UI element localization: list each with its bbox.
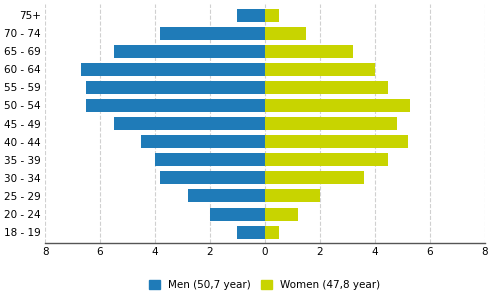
Bar bbox=[141, 135, 265, 148]
Bar bbox=[265, 226, 278, 239]
Bar bbox=[265, 99, 410, 112]
Bar bbox=[114, 45, 265, 58]
Bar bbox=[188, 189, 265, 203]
Bar bbox=[155, 153, 265, 166]
Bar bbox=[237, 226, 265, 239]
Bar bbox=[210, 207, 265, 221]
Bar bbox=[265, 207, 298, 221]
Bar bbox=[265, 189, 320, 203]
Bar bbox=[265, 63, 375, 76]
Bar bbox=[86, 81, 265, 94]
Bar bbox=[265, 135, 407, 148]
Bar bbox=[86, 99, 265, 112]
Bar bbox=[265, 27, 306, 39]
Legend: Men (50,7 year), Women (47,8 year): Men (50,7 year), Women (47,8 year) bbox=[150, 280, 380, 290]
Bar bbox=[265, 9, 278, 21]
Bar bbox=[114, 117, 265, 130]
Bar bbox=[160, 171, 265, 184]
Bar bbox=[265, 81, 388, 94]
Bar bbox=[265, 117, 397, 130]
Bar bbox=[160, 27, 265, 39]
Bar bbox=[265, 153, 388, 166]
Bar bbox=[265, 45, 353, 58]
Bar bbox=[237, 9, 265, 21]
Bar bbox=[265, 171, 364, 184]
Bar bbox=[81, 63, 265, 76]
